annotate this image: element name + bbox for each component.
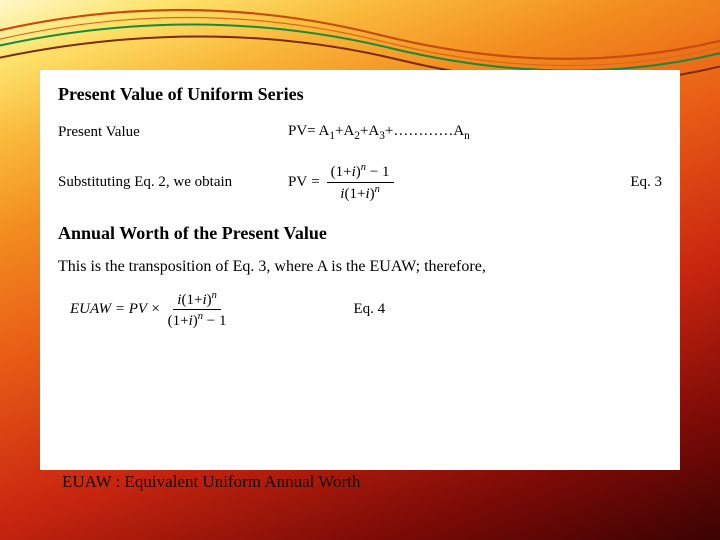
- fraction-eq4: i(1+i)n (1+i)n − 1: [164, 290, 231, 331]
- text: +A: [335, 123, 354, 139]
- label-eq3: Eq. 3: [602, 174, 662, 191]
- formula-eq3: PV = (1+i)n − 1 i(1+i)n: [288, 162, 602, 203]
- text: PV: [288, 174, 307, 191]
- text: − 1: [203, 313, 226, 329]
- row-pv-definition: Present Value PV= A1+A2+A3+…………An: [58, 123, 662, 142]
- sub: n: [464, 130, 470, 142]
- text-transposition: This is the transposition of Eq. 3, wher…: [58, 258, 662, 276]
- sup: n: [212, 290, 217, 301]
- row-eq3: Substituting Eq. 2, we obtain PV = (1+i)…: [58, 162, 662, 203]
- heading-annual-worth: Annual Worth of the Present Value: [58, 223, 662, 244]
- text: (1+: [331, 164, 352, 180]
- text: (1+: [181, 292, 202, 308]
- text: (1+: [168, 313, 189, 329]
- text: +…………A: [385, 123, 464, 139]
- formula-eq4: EUAW = PV × i(1+i)n (1+i)n − 1: [70, 290, 234, 331]
- formula-pv-sum: PV= A1+A2+A3+…………An: [288, 123, 602, 142]
- text: +A: [360, 123, 379, 139]
- label-eq4: Eq. 4: [354, 301, 386, 318]
- content-box: Present Value of Uniform Series Present …: [40, 70, 680, 470]
- label-substituting: Substituting Eq. 2, we obtain: [58, 174, 288, 191]
- fraction-eq3: (1+i)n − 1 i(1+i)n: [327, 162, 394, 203]
- text: PV= A: [288, 123, 329, 139]
- slide: Present Value of Uniform Series Present …: [0, 0, 720, 540]
- row-eq4: EUAW = PV × i(1+i)n (1+i)n − 1 Eq. 4: [70, 290, 662, 331]
- sup: n: [375, 184, 380, 195]
- text: (1+: [344, 186, 365, 202]
- label-present-value: Present Value: [58, 124, 288, 141]
- heading-present-value: Present Value of Uniform Series: [58, 84, 662, 105]
- text: EUAW = PV ×: [70, 301, 161, 318]
- text: − 1: [366, 164, 389, 180]
- footnote-euaw: EUAW : Equivalent Uniform Annual Worth: [62, 472, 360, 492]
